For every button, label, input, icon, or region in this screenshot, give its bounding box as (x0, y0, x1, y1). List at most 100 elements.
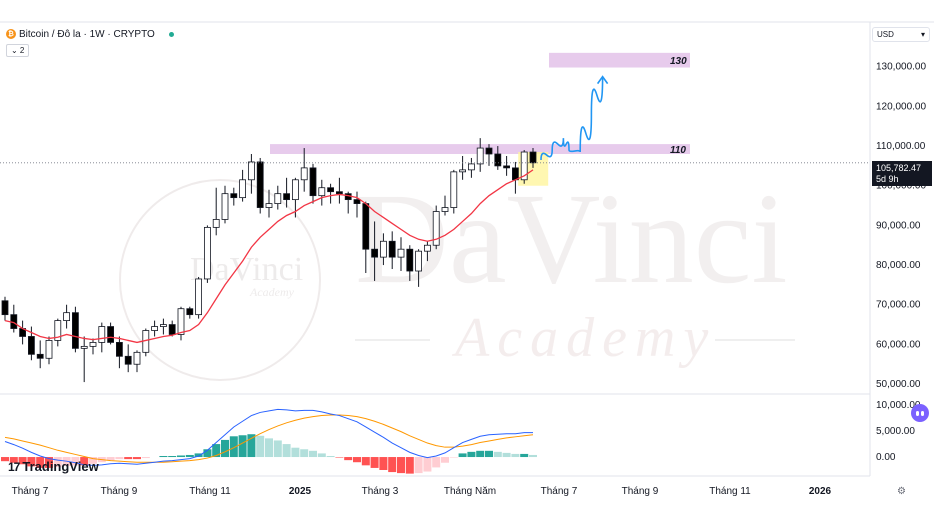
ai-assistant-icon[interactable] (911, 404, 929, 422)
candle-body (116, 342, 123, 357)
candle (441, 195, 449, 216)
macd-histogram-bar (529, 454, 537, 458)
bitcoin-icon: ₿ (6, 29, 16, 39)
last-price-label: 105,782.47 5d 9h (872, 161, 932, 186)
candle-body (494, 153, 502, 167)
macd-histogram-bar (282, 444, 291, 458)
gear-icon[interactable]: ⚙ (897, 486, 906, 497)
candle-body (80, 345, 88, 349)
macd-histogram-bar (300, 449, 309, 458)
macd-histogram-bar (379, 457, 388, 470)
candle-body (107, 326, 114, 343)
currency-label: USD (877, 30, 894, 39)
symbol-header[interactable]: ₿ Bitcoin / Đô la · 1W · CRYPTO (6, 27, 174, 41)
candle-body (265, 203, 273, 208)
candle (476, 138, 484, 172)
macd-histogram-bar (256, 435, 265, 458)
candle-body (335, 191, 343, 195)
macd-histogram-bar (361, 457, 370, 466)
candle-body (309, 167, 317, 197)
candle-body (72, 312, 79, 349)
bar-countdown: 5d 9h (876, 174, 899, 184)
price-tick-label: 70,000.00 (876, 300, 921, 311)
candle-body (221, 193, 229, 220)
candle-body (124, 355, 132, 365)
candle (503, 155, 511, 176)
macd-tick-label: 0.00 (876, 452, 896, 463)
candle (142, 328, 150, 357)
macd-histogram-bar (45, 457, 53, 468)
candle (195, 276, 203, 319)
candle-body (212, 219, 220, 228)
candle-body (98, 326, 106, 343)
candle (168, 320, 176, 337)
candle (89, 338, 97, 355)
macd-histogram-bar (53, 457, 62, 467)
watermark-subtitle: Academy (451, 307, 716, 369)
candle (318, 179, 326, 206)
candle-body (327, 187, 335, 193)
watermark-title: DaVinci (355, 167, 788, 311)
macd-line (4, 408, 533, 466)
macd-histogram-bar (397, 457, 405, 474)
candle-body (151, 326, 159, 331)
candle-body (186, 308, 194, 316)
candle-body (203, 226, 211, 280)
candle-body (379, 240, 387, 258)
candle (19, 320, 27, 345)
candle-body (371, 248, 379, 258)
candle (309, 163, 317, 204)
candle-body (441, 207, 449, 212)
macd-histogram-bar (370, 457, 379, 468)
candle-body (432, 211, 440, 246)
candle (520, 150, 528, 184)
indicator-toggle[interactable]: ⌄ 2 (6, 44, 30, 57)
time-tick-label: Tháng 7 (541, 486, 578, 497)
candle-body (520, 151, 528, 181)
time-tick-label: Tháng 3 (362, 486, 399, 497)
macd-histogram-bar (238, 435, 247, 458)
candle-body (397, 248, 405, 258)
candle-body (27, 336, 35, 355)
macd-histogram-bar (441, 457, 449, 463)
candle-body (423, 244, 431, 252)
projection-path (540, 76, 604, 160)
macd-histogram-bar (194, 453, 203, 458)
macd-histogram-bar (18, 457, 27, 465)
macd-histogram-bar (27, 457, 36, 467)
time-tick-label: Tháng 11 (189, 486, 231, 497)
candle (124, 344, 132, 373)
target-zone-130 (549, 52, 690, 68)
davinci-watermark: DaVinci Academy DaVinci Academy (119, 167, 795, 381)
time-tick-label: Tháng 11 (709, 486, 751, 497)
last-price-value: 105,782.47 (876, 163, 922, 173)
candle-body (415, 250, 423, 272)
market-status-icon (168, 31, 174, 37)
candle (63, 304, 70, 329)
currency-dropdown[interactable]: USD ▾ (872, 27, 930, 42)
macd-histogram-bar (1, 457, 9, 462)
arrow-head-icon (596, 75, 609, 85)
candle-body (195, 278, 203, 316)
macd-histogram-bar (467, 451, 476, 458)
price-tick-label: 50,000.00 (876, 379, 921, 390)
macd-histogram-bar (71, 457, 80, 466)
candle-body (89, 342, 97, 347)
macd-histogram-bar (212, 444, 221, 458)
macd-histogram-bar (168, 456, 177, 458)
macd-histogram-bar (36, 457, 45, 468)
macd-histogram-bar (273, 440, 282, 458)
target-zone-label: 110 (670, 145, 686, 156)
candle-body (133, 351, 141, 365)
macd-histogram-bar (493, 451, 502, 458)
candle-body (239, 179, 247, 199)
macd-histogram-bar (405, 457, 414, 474)
candle (459, 155, 467, 180)
tradingview-logo[interactable]: 17 TradingView (8, 459, 99, 474)
candle (221, 185, 229, 224)
candle-body (274, 193, 282, 204)
candle-body (459, 169, 467, 173)
ma-line (4, 169, 534, 344)
macd-histogram-bar (221, 439, 229, 458)
